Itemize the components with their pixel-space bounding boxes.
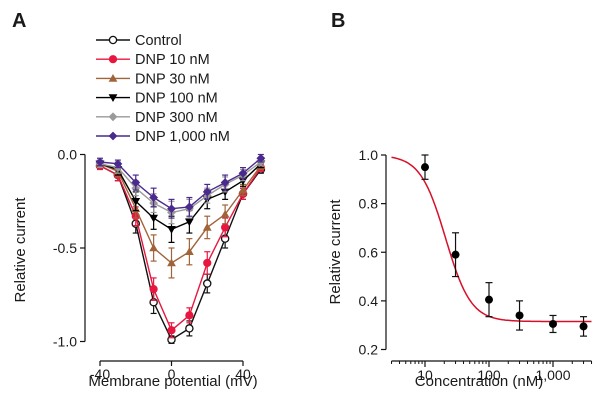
panel-a-x-tick-label: 40 [235, 366, 251, 382]
series-control [95, 161, 266, 344]
panel-b-y-tick-label: 0.6 [359, 244, 379, 260]
data-point [167, 326, 176, 335]
legend-label: DNP 10 nM [135, 52, 210, 68]
data-point [202, 223, 212, 231]
data-point [221, 223, 230, 232]
data-point [167, 226, 176, 234]
panel-a-letter: A [12, 10, 26, 32]
legend-marker [108, 74, 118, 82]
panel-a-x-tick-label: -40 [90, 366, 110, 382]
legend-item-dnp-1-000-nm: DNP 1,000 nM [96, 129, 230, 145]
data-point [220, 178, 230, 187]
legend-label: DNP 100 nM [135, 91, 218, 107]
data-point [149, 285, 158, 294]
series-line-dnp-10-nm [99, 165, 262, 332]
panel-b-y-tick-label: 1.0 [359, 147, 379, 163]
legend-item-control: Control [96, 33, 182, 49]
legend-item-dnp-10-nm: DNP 10 nM [96, 52, 210, 68]
data-point [202, 187, 212, 197]
data-point [451, 250, 460, 259]
data-point [238, 168, 248, 178]
data-point [185, 324, 194, 333]
legend-marker [108, 112, 118, 122]
panel-b-y-tick-label: 0.2 [359, 342, 379, 358]
legend-item-dnp-100-nm: DNP 100 nM [96, 91, 218, 107]
data-point [421, 163, 429, 172]
panel-b-y-tick-label: 0.8 [359, 196, 379, 212]
series-line-dnp-300-nm [99, 161, 262, 214]
panel-b-x-axis-label: Concentration (nM) [415, 373, 543, 390]
legend-label: Control [135, 33, 182, 49]
panel-a: A Relative current Membrane potential (m… [12, 10, 266, 390]
panel-b-x-tick-label: 10 [417, 367, 433, 383]
legend-marker [108, 131, 118, 141]
data-point [220, 209, 230, 218]
data-point [131, 178, 141, 187]
data-point [549, 319, 557, 328]
data-point [149, 193, 159, 202]
data-point [184, 218, 194, 227]
data-point [515, 311, 524, 320]
panel-a-y-tick-label: 0.0 [58, 147, 78, 163]
legend-marker [108, 35, 118, 45]
panel-b-x-tick-label: 1,000 [535, 367, 570, 383]
legend-marker [108, 55, 118, 64]
panel-b-y-axis-label: Relative current [327, 199, 344, 305]
data-point [167, 258, 176, 267]
data-point [184, 247, 194, 256]
series-line-dnp-30-nm [99, 163, 262, 264]
data-point [167, 204, 176, 214]
panel-b-letter: B [331, 10, 345, 32]
data-point [113, 159, 123, 169]
data-point [202, 279, 212, 288]
legend-item-dnp-300-nm: DNP 300 nM [96, 110, 218, 126]
panel-a-legend: Control DNP 10 nM DNP 30 nM DNP 100 nM DNP 3… [96, 33, 230, 145]
panel-a-y-axis-label: Relative current [12, 197, 29, 303]
data-point [485, 295, 493, 304]
data-point [131, 197, 141, 206]
panel-a-y-tick-label: -1.0 [53, 334, 77, 350]
data-point [184, 202, 194, 212]
legend-label: DNP 300 nM [135, 110, 218, 126]
series-line-control [99, 165, 262, 341]
data-point [203, 258, 212, 268]
panel-a-x-axis-label: Membrane potential (mV) [88, 373, 257, 390]
data-point [238, 185, 248, 194]
series-dnp-10-nm [95, 161, 265, 339]
legend-label: DNP 30 nM [135, 71, 210, 87]
fit-curve [391, 156, 592, 323]
panel-a-y-tick-label: -0.5 [53, 240, 77, 256]
data-point [149, 214, 159, 223]
data-point [185, 311, 194, 320]
legend-marker [108, 94, 118, 102]
data-point [95, 157, 105, 167]
legend-label: DNP 1,000 nM [135, 129, 230, 145]
data-point [149, 243, 159, 252]
series-line-dnp-100-nm [99, 163, 262, 231]
panel-b: B Relative current Concentration (nM) 10… [327, 10, 593, 390]
panel-a-x-tick-label: 0 [168, 366, 176, 382]
panel-b-x-tick-label: 100 [477, 367, 501, 383]
legend-item-dnp-30-nm: DNP 30 nM [96, 71, 210, 87]
data-point [256, 153, 266, 163]
series-line-dnp-1-000-nm [99, 157, 262, 210]
series-dnp-1-000-nm [95, 153, 266, 219]
data-point [579, 322, 588, 331]
panel-b-y-tick-label: 0.4 [359, 293, 379, 309]
